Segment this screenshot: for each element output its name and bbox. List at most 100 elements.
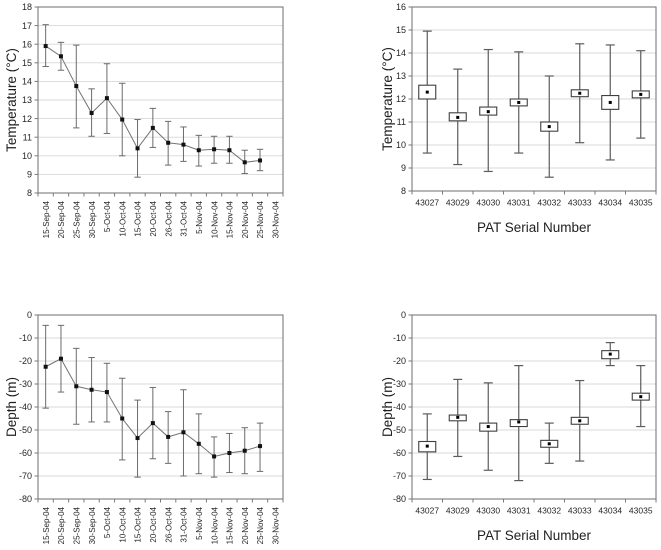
x-tick-label: 43034 [598,198,622,208]
y-axis-title-temperature: Temperature (°C) [4,48,19,152]
y-axis-title-depth: Depth (m) [4,377,19,438]
x-axis-title-pat-serial: PAT Serial Number [476,220,592,235]
x-tick-label: 43027 [415,506,439,516]
data-point-marker [104,390,109,395]
depth-time-plot: 0 -10 -20 -30 -40 -50 -60 -70 -80 15-Sep-04 20-Sep… [19,310,284,544]
depth-serial-plot: 0 -10 -20 -30 -40 -50 -60 -70 -80 43027 43029 43030… [393,310,657,516]
x-tick-label: 5-Oct-04 [103,200,112,232]
temperature-time-chart: 8 9 10 11 12 13 14 15 16 17 18 15-Sep-04 20-Sep-04 25… [0,0,330,275]
data-point-marker [196,148,201,153]
y-tick-label: 15 [396,25,406,35]
x-tick-label: 20-Nov-04 [241,200,250,238]
x-tick-label: 10-Nov-04 [210,506,219,544]
data-point-marker [242,160,247,165]
data-point-marker [135,436,140,441]
data-point-marker [196,441,201,446]
x-tick-label: 43032 [537,198,561,208]
x-tick-label: 15-Sep-04 [42,506,51,544]
data-point-marker [120,416,125,421]
y-tick-label: 10 [396,140,406,150]
mean-marker [639,92,643,96]
mean-marker [547,125,551,129]
mean-marker [517,420,521,424]
y-tick-label: -10 [19,333,32,343]
data-point-marker [89,387,94,392]
y-tick-label: -20 [393,356,406,366]
data-point-marker [150,125,155,130]
data-point-marker [43,364,48,369]
mean-marker [608,352,612,356]
y-tick-label: 12 [22,114,32,124]
y-tick-label: 11 [397,117,406,127]
depth-serial-chart: 0 -10 -20 -30 -40 -50 -60 -70 -80 43027 43029 43030… [330,275,661,550]
data-point-marker [242,448,247,453]
y-tick-label: 9 [401,163,406,173]
x-tick-label: 43033 [568,506,592,516]
x-tick-label: 25-Nov-04 [256,506,265,544]
data-point-marker [181,430,186,435]
x-tick-label: 5-Nov-04 [195,200,204,233]
y-tick-label: 14 [22,77,32,87]
y-tick-label: 16 [22,39,32,49]
x-tick-label: 30-Sep-04 [88,506,97,544]
y-tick-label: 11 [23,132,32,142]
y-tick-label: -70 [19,471,32,481]
y-tick-label: 9 [27,170,32,180]
mean-marker [486,110,490,114]
x-tick-label: 10-Oct-04 [118,506,127,542]
x-tick-label: 15-Oct-04 [134,506,143,542]
mean-marker [517,100,521,104]
data-point-marker [150,421,155,426]
y-tick-label: -30 [19,379,32,389]
y-tick-label: -50 [393,425,406,435]
x-tick-label: 43029 [446,506,470,516]
x-axis-title-pat-serial: PAT Serial Number [476,528,592,543]
y-tick-label: 8 [401,186,406,196]
mean-marker [425,444,429,448]
x-tick-label: 20-Sep-04 [57,506,66,544]
mean-marker [639,395,643,399]
mean-marker [608,100,612,104]
x-tick-label: 15-Nov-04 [226,200,235,238]
y-tick-label: 12 [396,94,406,104]
y-tick-label: -70 [393,471,406,481]
x-tick-label: 20-Sep-04 [57,200,66,238]
y-tick-label: -50 [19,425,32,435]
data-point-marker [58,356,63,361]
x-tick-label: 20-Nov-04 [241,506,250,544]
temperature-time-plot: 8 9 10 11 12 13 14 15 16 17 18 15-Sep-04 20-Sep-04 25… [22,2,284,238]
y-tick-label: 18 [22,2,32,12]
x-tick-label: 30-Nov-04 [272,200,281,238]
x-tick-label: 25-Sep-04 [72,200,81,238]
x-tick-label: 43031 [507,198,531,208]
data-point-marker [135,146,140,151]
y-tick-label: 0 [401,310,406,320]
data-point-marker [74,384,79,389]
x-tick-label: 30-Nov-04 [272,506,281,544]
data-point-marker [166,140,171,145]
depth-time-chart: 0 -10 -20 -30 -40 -50 -60 -70 -80 15-Sep-04 20-Sep… [0,275,330,550]
x-tick-label: 43027 [415,198,439,208]
x-tick-label: 43031 [507,506,531,516]
x-tick-label: 26-Oct-04 [164,506,173,542]
x-tick-label: 43030 [476,506,500,516]
x-tick-label: 5-Oct-04 [103,506,112,538]
mean-marker [425,90,429,94]
x-tick-label: 15-Oct-04 [134,200,143,236]
mean-marker [578,91,582,95]
y-tick-label: 13 [396,71,406,81]
y-tick-label: -80 [19,494,32,504]
x-tick-label: 26-Oct-04 [164,200,173,236]
y-tick-label: -60 [19,448,32,458]
y-tick-label: 15 [22,58,32,68]
y-axis-title-temperature: Temperature (°C) [380,47,395,151]
x-tick-label: 20-Oct-04 [149,506,158,542]
y-tick-label: 14 [396,48,406,58]
y-tick-label: 8 [27,188,32,198]
data-point-marker [258,444,263,449]
y-axis-title-depth: Depth (m) [380,377,395,438]
y-tick-label: 17 [22,21,32,31]
y-tick-label: -20 [19,356,32,366]
x-tick-label: 31-Oct-04 [180,506,189,542]
